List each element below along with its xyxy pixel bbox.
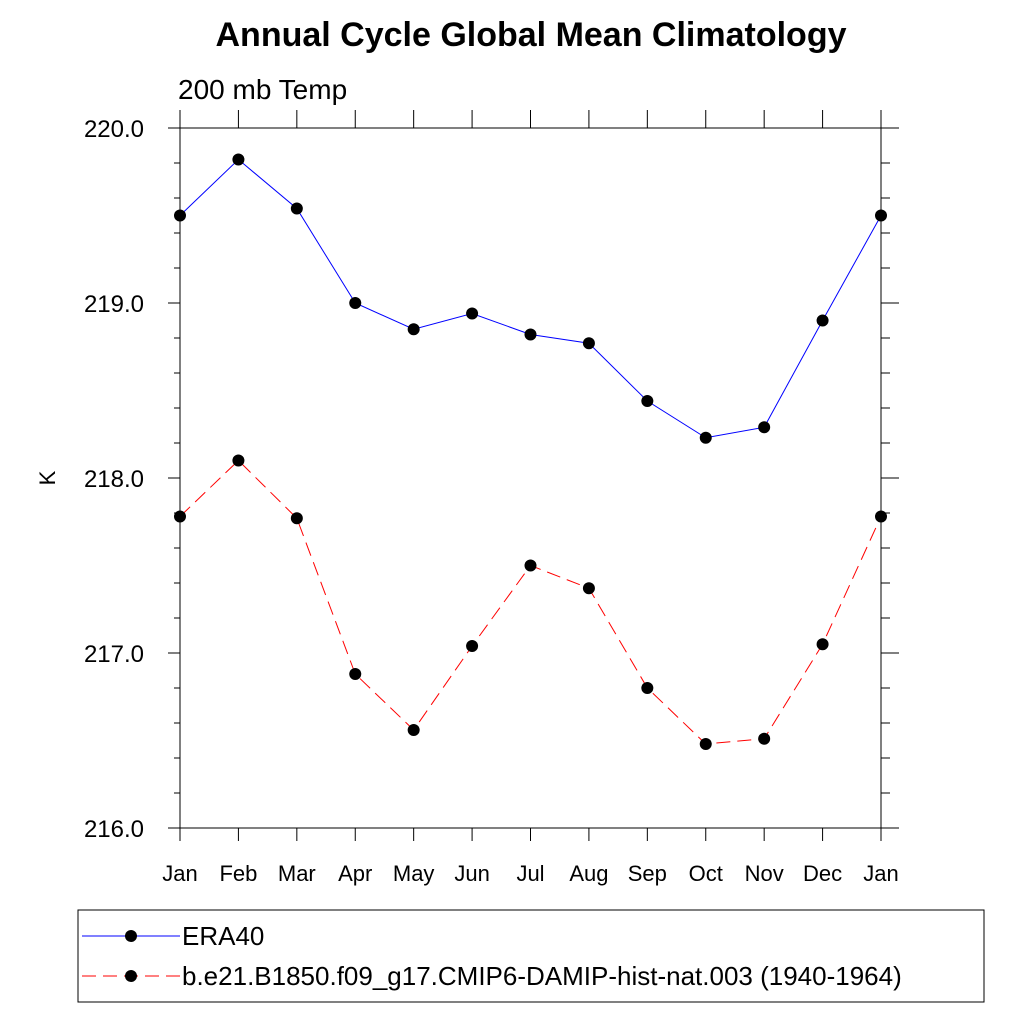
x-tick-label: Sep: [628, 861, 667, 886]
y-axis-label: K: [35, 470, 60, 485]
data-point: [407, 323, 420, 336]
x-tick-label: Aug: [569, 861, 608, 886]
x-tick-label: Jan: [162, 861, 197, 886]
x-tick-label: Apr: [338, 861, 372, 886]
data-point: [758, 421, 771, 434]
data-point: [699, 738, 712, 750]
data-point: [232, 153, 245, 166]
data-point: [466, 307, 479, 320]
data-point: [349, 668, 362, 680]
chart-title: Annual Cycle Global Mean Climatology: [216, 16, 847, 54]
y-tick-label: 218.0: [84, 466, 144, 493]
data-point: [641, 395, 654, 407]
x-tick-label: May: [393, 861, 435, 886]
data-point: [232, 454, 245, 467]
data-point: [816, 314, 829, 327]
data-point: [174, 209, 186, 222]
y-tick-label: 219.0: [84, 291, 144, 318]
series-layer: [174, 153, 887, 750]
data-point: [290, 202, 303, 215]
data-point: [524, 559, 537, 572]
plot-frame: [179, 127, 882, 829]
data-point: [699, 431, 712, 444]
series-line-0: [179, 158, 882, 439]
legend: ERA40 b.e21.B1850.f09_g17.CMIP6-DAMIP-his…: [77, 909, 985, 1003]
chart-subtitle: 200 mb Temp: [178, 74, 347, 105]
legend-swatch-marker-0: [125, 930, 137, 942]
x-tick-label: Jul: [516, 861, 544, 886]
data-point: [407, 724, 420, 736]
legend-box: [77, 909, 985, 1003]
data-point: [174, 510, 186, 523]
data-point: [582, 582, 595, 595]
data-point: [466, 640, 479, 652]
data-point: [875, 510, 887, 523]
data-point: [290, 512, 303, 525]
x-tick-label: Jan: [863, 861, 898, 886]
y-tick-label: 220.0: [84, 116, 144, 143]
x-tick-label: Jun: [454, 861, 489, 886]
series-line-1: [179, 459, 882, 745]
legend-swatch-marker-1: [125, 970, 137, 982]
data-point: [758, 732, 771, 745]
data-point: [641, 682, 654, 694]
data-point: [875, 209, 887, 222]
data-point: [816, 638, 829, 651]
axis-ticks: 216.0 217.0 218.0 219.0 220.0 Jan Feb Mar Apr May…: [84, 110, 899, 886]
x-tick-label: Oct: [689, 861, 723, 886]
x-tick-label: Dec: [803, 861, 842, 886]
data-point: [524, 328, 537, 341]
x-tick-label: Nov: [745, 861, 784, 886]
data-point: [349, 297, 362, 309]
data-point: [582, 337, 595, 350]
y-tick-label: 216.0: [84, 816, 144, 843]
legend-label-1: b.e21.B1850.f09_g17.CMIP6-DAMIP-hist-nat…: [182, 961, 902, 991]
y-tick-label: 217.0: [84, 641, 144, 668]
x-tick-label: Mar: [278, 861, 316, 886]
legend-label-0: ERA40: [182, 921, 264, 951]
x-tick-label: Feb: [219, 861, 257, 886]
